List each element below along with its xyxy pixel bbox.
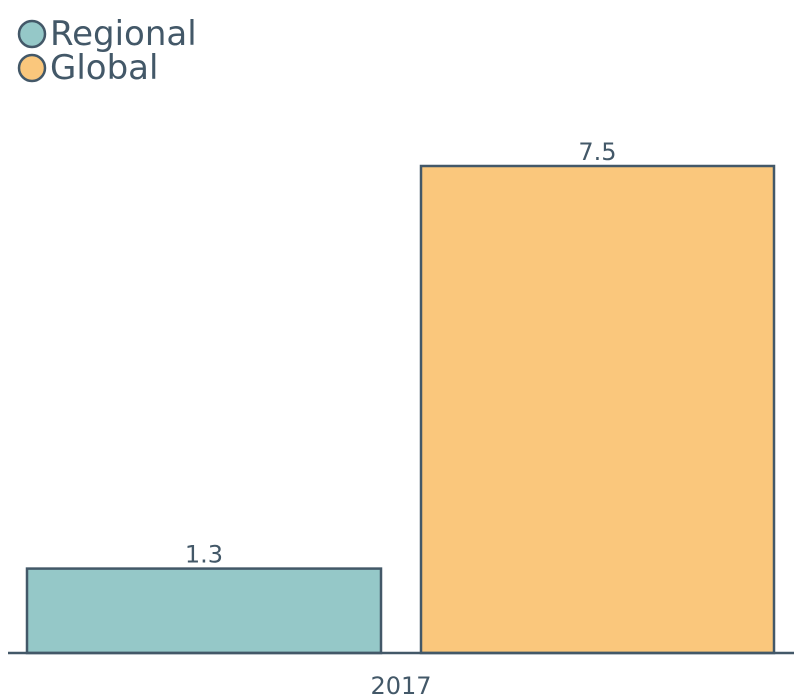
legend-label-regional: Regional <box>50 14 197 54</box>
legend-marker-global <box>17 53 47 83</box>
data-labels: 1.3 7.5 <box>185 138 617 569</box>
bar-regional-2017 <box>25 567 383 655</box>
data-label-global-2017: 7.5 <box>578 138 616 166</box>
data-label-regional-2017: 1.3 <box>185 541 223 569</box>
bars <box>25 164 776 655</box>
legend: Regional Global <box>17 14 197 88</box>
bar-global-2017 <box>419 164 776 655</box>
x-tick-label-2017: 2017 <box>370 672 431 700</box>
legend-label-global: Global <box>50 48 158 88</box>
legend-marker-regional <box>17 19 47 49</box>
